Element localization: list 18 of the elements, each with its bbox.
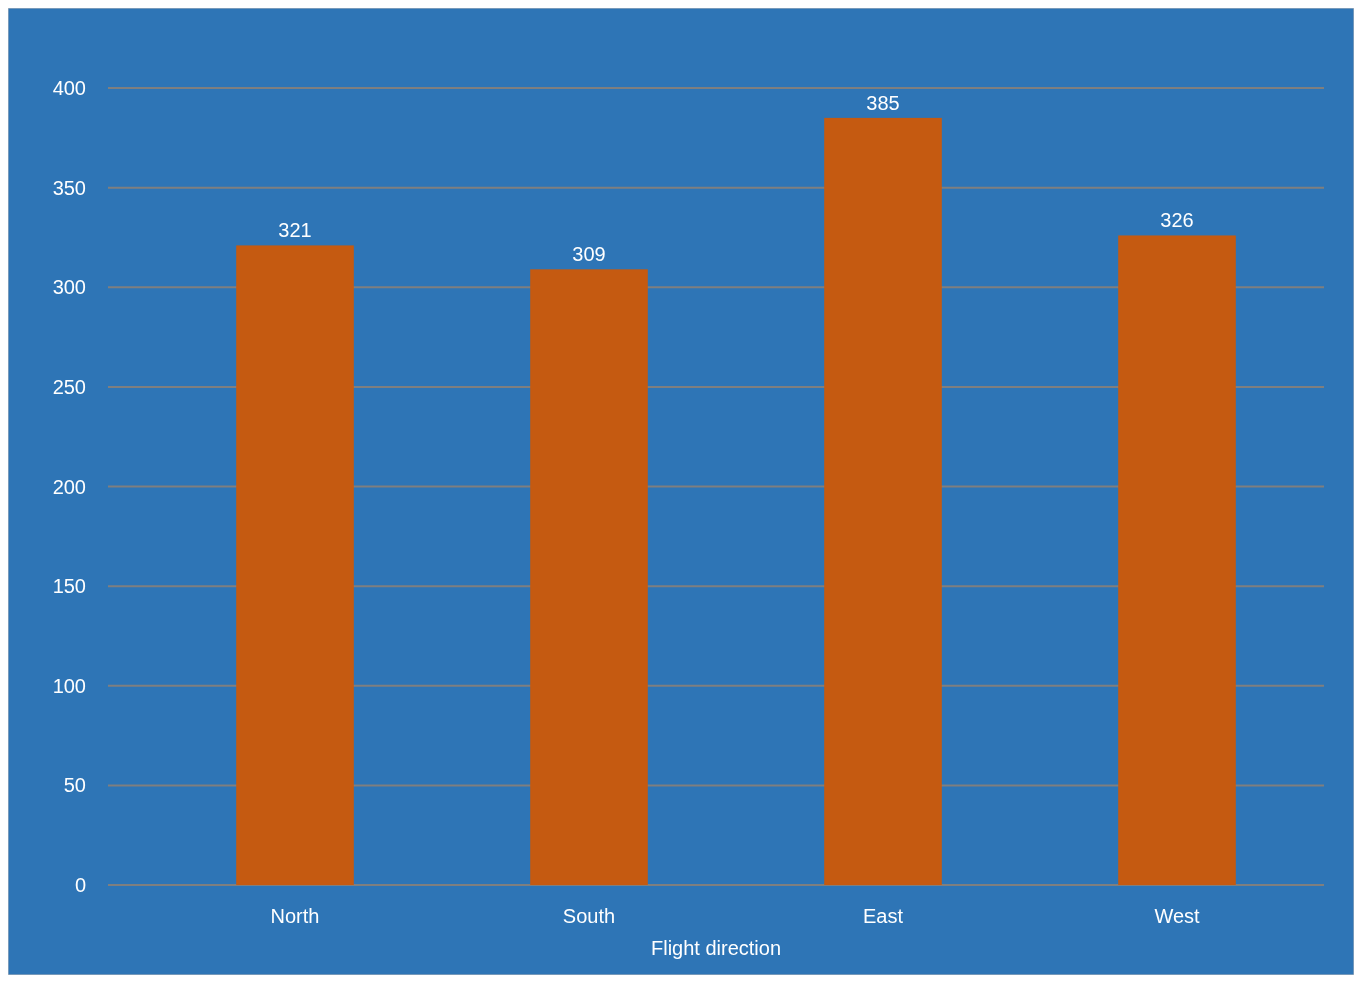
y-tick-label: 50 (63, 774, 86, 797)
y-tick-label: 150 (52, 575, 86, 598)
x-tick-label: West (1154, 905, 1201, 927)
y-tick-label: 200 (52, 475, 86, 498)
x-tick-label: North (270, 905, 320, 927)
x-tick-label: East (862, 905, 904, 927)
data-label: 309 (572, 243, 606, 266)
y-tick-label: 350 (52, 176, 86, 199)
data-label: 385 (866, 91, 900, 114)
y-tick-label: 400 (52, 77, 86, 99)
y-tick-label: 250 (52, 375, 86, 398)
data-label: 326 (1160, 209, 1194, 232)
y-tick-label: 0 (74, 874, 86, 896)
y-tick-label: 300 (52, 276, 86, 299)
x-axis-title: Flight direction (650, 937, 782, 959)
data-label: 321 (278, 219, 312, 242)
y-tick-label: 100 (52, 674, 86, 697)
x-tick-label: South (562, 905, 616, 927)
